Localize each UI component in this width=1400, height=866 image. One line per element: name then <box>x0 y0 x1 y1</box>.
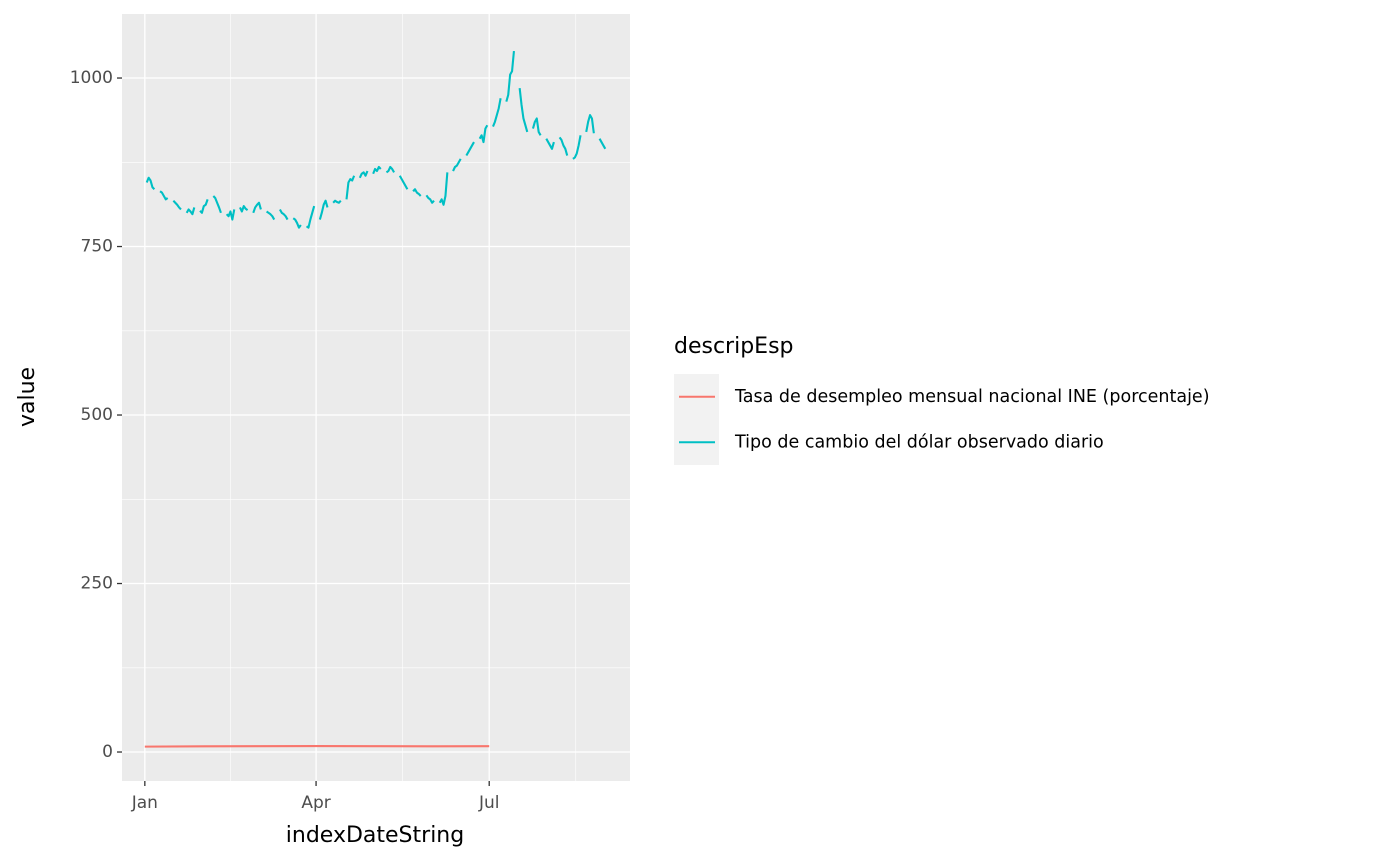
x-tick-label: Jan <box>131 793 158 813</box>
series-line <box>144 745 490 748</box>
lines <box>144 50 607 748</box>
legend: descripEsp Tasa de desempleo mensual nac… <box>674 334 1210 465</box>
x-axis-title: indexDateString <box>286 823 464 848</box>
y-tick-label: 1000 <box>70 68 113 88</box>
grid <box>122 14 630 781</box>
y-tick-label: 750 <box>81 237 113 257</box>
y-tick-label: 0 <box>102 742 113 762</box>
panel <box>122 14 630 781</box>
legend-label: Tasa de desempleo mensual nacional INE (… <box>734 387 1210 407</box>
legend-title: descripEsp <box>674 334 794 359</box>
axes: 0 250 500 750 1000 Jan Apr Jul <box>70 68 500 813</box>
x-tick-label: Apr <box>301 793 330 813</box>
y-tick-label: 500 <box>81 405 113 425</box>
y-tick-label: 250 <box>81 574 113 594</box>
legend-label: Tipo de cambio del dólar observado diari… <box>734 432 1104 452</box>
x-tick-label: Jul <box>478 793 500 813</box>
y-axis-title: value <box>15 367 40 427</box>
series-line <box>145 50 607 229</box>
